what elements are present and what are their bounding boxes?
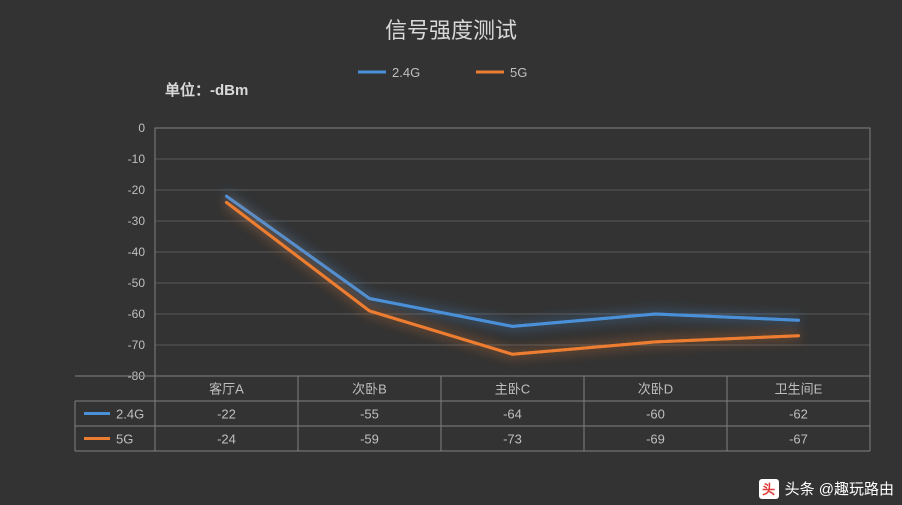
table-header-cell: 客厅A (209, 382, 244, 397)
ytick-label: -40 (128, 245, 146, 259)
attribution-text: 头条 @趣玩路由 (785, 478, 894, 499)
table-header-cell: 主卧C (495, 382, 530, 397)
table-row-label: 5G (116, 432, 133, 447)
chart-title: 信号强度测试 (385, 18, 517, 43)
ytick-label: -20 (128, 183, 146, 197)
signal-strength-chart: 信号强度测试 2.4G 5G 单位：-dBm 0 -10 -20 -30 -40 -50 -60 -7… (0, 0, 902, 505)
table-cell: -73 (503, 432, 522, 447)
legend-label-5G: 5G (510, 65, 527, 80)
legend-label-2.4G: 2.4G (392, 65, 420, 80)
ytick-label: -50 (128, 276, 146, 290)
table-header-cell: 卫生间E (775, 382, 823, 397)
table-cell: -22 (217, 407, 236, 422)
table-cell: -55 (360, 407, 379, 422)
toutiao-logo-icon: 头 (759, 479, 779, 499)
ytick-label: 0 (138, 121, 145, 135)
table-cell: -64 (503, 407, 522, 422)
table-header-cell: 次卧D (638, 382, 673, 397)
ytick-label: -70 (128, 338, 146, 352)
unit-label: 单位：-dBm (165, 81, 248, 99)
table-cell: -69 (646, 432, 665, 447)
ytick-label: -30 (128, 214, 146, 228)
attribution: 头 头条 @趣玩路由 (759, 478, 894, 499)
ytick-label: -60 (128, 307, 146, 321)
table-cell: -60 (646, 407, 665, 422)
table-row-label: 2.4G (116, 407, 144, 422)
ytick-label: -10 (128, 152, 146, 166)
table-cell: -62 (789, 407, 808, 422)
table-cell: -24 (217, 432, 236, 447)
table-cell: -67 (789, 432, 808, 447)
chart-container: 信号强度测试 2.4G 5G 单位：-dBm 0 -10 -20 -30 -40 -50 -60 -7… (0, 0, 902, 505)
table-cell: -59 (360, 432, 379, 447)
table-header-cell: 次卧B (352, 382, 387, 397)
